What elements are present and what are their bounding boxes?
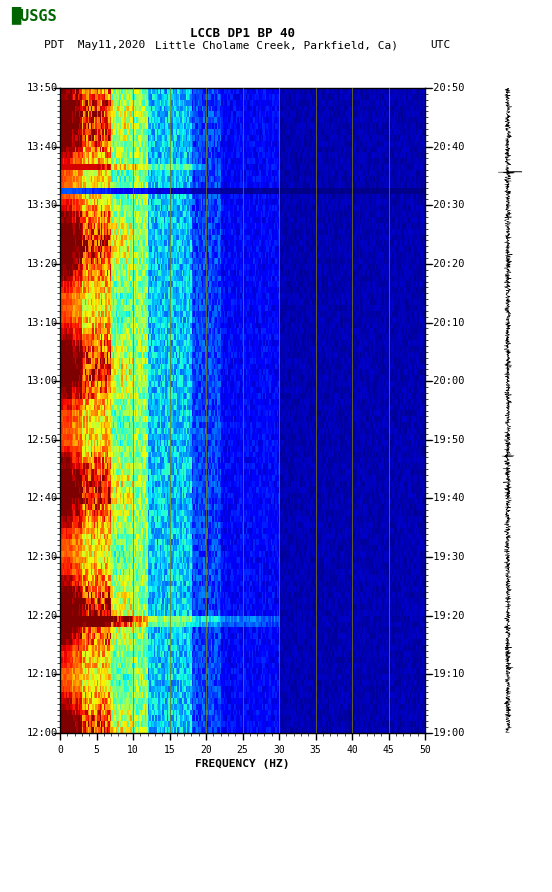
Text: 13:50: 13:50 bbox=[27, 83, 58, 93]
Text: –19:00: –19:00 bbox=[427, 728, 464, 738]
Text: –20:20: –20:20 bbox=[427, 259, 464, 268]
Text: 12:00: 12:00 bbox=[27, 728, 58, 738]
Text: –20:00: –20:00 bbox=[427, 376, 464, 386]
Text: LCCB DP1 BP 40: LCCB DP1 BP 40 bbox=[190, 27, 295, 40]
Text: –19:20: –19:20 bbox=[427, 611, 464, 621]
Text: –20:10: –20:10 bbox=[427, 318, 464, 327]
Text: –19:10: –19:10 bbox=[427, 669, 464, 680]
Text: PDT  May11,2020: PDT May11,2020 bbox=[44, 40, 145, 50]
Text: –20:40: –20:40 bbox=[427, 142, 464, 152]
Text: 13:10: 13:10 bbox=[27, 318, 58, 327]
Text: UTC: UTC bbox=[431, 40, 451, 50]
Text: 13:40: 13:40 bbox=[27, 142, 58, 152]
Text: –19:30: –19:30 bbox=[427, 552, 464, 562]
Text: –20:50: –20:50 bbox=[427, 83, 464, 93]
Text: –19:40: –19:40 bbox=[427, 493, 464, 503]
Text: Little Cholame Creek, Parkfield, Ca): Little Cholame Creek, Parkfield, Ca) bbox=[155, 40, 397, 50]
Text: 12:30: 12:30 bbox=[27, 552, 58, 562]
Text: 12:40: 12:40 bbox=[27, 493, 58, 503]
X-axis label: FREQUENCY (HZ): FREQUENCY (HZ) bbox=[195, 759, 290, 769]
Text: 12:20: 12:20 bbox=[27, 611, 58, 621]
Text: 13:20: 13:20 bbox=[27, 259, 58, 268]
Text: –20:30: –20:30 bbox=[427, 201, 464, 211]
Text: █USGS: █USGS bbox=[11, 6, 57, 24]
Text: 13:30: 13:30 bbox=[27, 201, 58, 211]
Text: –19:50: –19:50 bbox=[427, 434, 464, 445]
Text: 12:10: 12:10 bbox=[27, 669, 58, 680]
Text: 12:50: 12:50 bbox=[27, 434, 58, 445]
Text: 13:00: 13:00 bbox=[27, 376, 58, 386]
